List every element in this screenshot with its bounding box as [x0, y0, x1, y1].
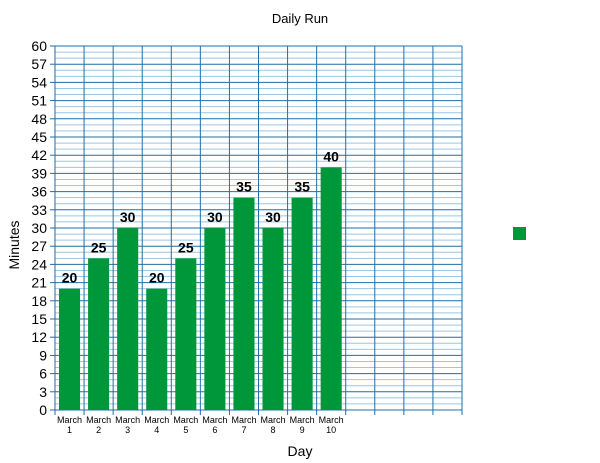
- bar-value-label: 25: [178, 239, 194, 255]
- y-tick-label: 27: [31, 238, 47, 254]
- x-tick-label: 8: [271, 425, 276, 435]
- x-tick-label: March: [115, 415, 140, 425]
- y-tick-label: 3: [39, 384, 47, 400]
- y-tick-label: 0: [39, 402, 47, 418]
- y-tick-label: 24: [31, 256, 47, 272]
- x-tick-label: March: [290, 415, 315, 425]
- bar: [175, 258, 197, 410]
- y-axis-title: Minutes: [6, 220, 22, 269]
- data-labels: 20 25 30 20 25 30 35 30 35 40: [62, 148, 339, 285]
- x-tick-label: 6: [212, 425, 217, 435]
- bar-value-label: 20: [62, 270, 78, 286]
- x-axis-ticks: March1March2March3March4March5March6Marc…: [57, 415, 344, 435]
- y-tick-label: 45: [31, 129, 47, 145]
- y-tick-label: 42: [31, 147, 47, 163]
- y-tick-label: 57: [31, 56, 47, 72]
- bar-value-label: 25: [91, 239, 107, 255]
- x-axis-title: Day: [288, 443, 313, 459]
- bar-value-label: 40: [323, 148, 339, 164]
- y-tick-label: 12: [31, 329, 47, 345]
- bar: [262, 228, 284, 410]
- y-tick-label: 36: [31, 184, 47, 200]
- bar: [233, 197, 255, 410]
- x-tick-label: March: [202, 415, 227, 425]
- y-tick-label: 51: [31, 93, 47, 109]
- bar: [204, 228, 226, 410]
- x-tick-label: 3: [125, 425, 130, 435]
- bar-value-label: 30: [207, 209, 223, 225]
- x-tick-label: 7: [241, 425, 246, 435]
- y-tick-label: 30: [31, 220, 47, 236]
- bar-value-label: 30: [265, 209, 281, 225]
- chart-title: Daily Run: [272, 11, 328, 26]
- bar-value-label: 30: [120, 209, 136, 225]
- y-tick-label: 39: [31, 165, 47, 181]
- bar: [88, 258, 110, 410]
- legend-swatch: [513, 227, 526, 240]
- x-tick-label: 5: [183, 425, 188, 435]
- bars: [59, 167, 342, 410]
- bar: [146, 288, 168, 410]
- x-tick-label: March: [231, 415, 256, 425]
- bar: [117, 228, 139, 410]
- bar: [291, 197, 313, 410]
- x-tick-label: 2: [96, 425, 101, 435]
- x-tick-label: March: [57, 415, 82, 425]
- y-tick-label: 48: [31, 111, 47, 127]
- bar-value-label: 35: [294, 179, 310, 195]
- x-tick-label: March: [319, 415, 344, 425]
- x-tick-label: March: [86, 415, 111, 425]
- y-tick-label: 21: [31, 275, 47, 291]
- x-tick-label: March: [173, 415, 198, 425]
- bar: [320, 167, 342, 410]
- x-tick-label: March: [261, 415, 286, 425]
- y-tick-label: 18: [31, 293, 47, 309]
- x-tick-label: 10: [326, 425, 336, 435]
- y-tick-label: 54: [31, 74, 47, 90]
- bar-value-label: 35: [236, 179, 252, 195]
- y-tick-label: 15: [31, 311, 47, 327]
- x-tick-label: March: [144, 415, 169, 425]
- y-tick-label: 60: [31, 38, 47, 54]
- bar: [59, 288, 81, 410]
- gridlines: [50, 45, 463, 415]
- x-tick-label: 4: [154, 425, 159, 435]
- x-tick-label: 9: [300, 425, 305, 435]
- bar-value-label: 20: [149, 270, 165, 286]
- y-tick-label: 6: [39, 366, 47, 382]
- x-tick-label: 1: [67, 425, 72, 435]
- y-tick-label: 9: [39, 347, 47, 363]
- y-tick-label: 33: [31, 202, 47, 218]
